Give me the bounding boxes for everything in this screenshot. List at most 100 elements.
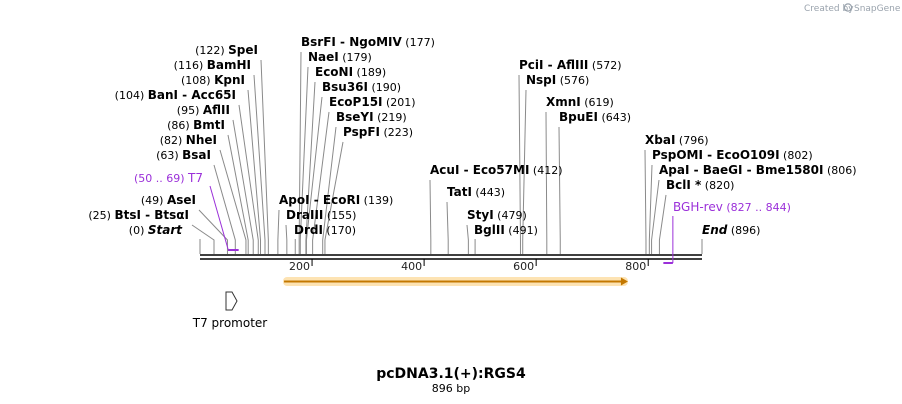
connector-bsrfi-ngomiv — [298, 51, 302, 254]
site-label-pspfi: PspFI (223) — [343, 125, 413, 139]
connector-draiii — [285, 224, 288, 254]
site-label-btsi-bts-i: (25) BtsI - BtsαI — [88, 208, 189, 222]
axis-tick-label-400: 400 — [401, 260, 422, 273]
site-label-draiii: DraIII (155) — [286, 208, 356, 222]
site-label-bseyi: BseYI (219) — [336, 110, 407, 124]
site-name-bsu36i: Bsu36I — [322, 80, 368, 94]
site-name-start: Start — [148, 223, 183, 237]
site-name-bamhi: BamHI — [207, 58, 251, 72]
connector-bmti — [227, 134, 249, 254]
site-label-nhei: (82) NheI — [160, 133, 217, 147]
site-pos-apoi-ecori: (139) — [360, 194, 393, 207]
site-name-pcii-afliii: PciI - AflIII — [519, 58, 588, 72]
site-label-xbai: XbaI (796) — [645, 133, 708, 147]
site-label-bamhi: (116) BamHI — [174, 58, 251, 72]
site-label-bsrfi-ngomiv: BsrFI - NgoMIV (177) — [301, 35, 435, 49]
site-name-naei: NaeI — [308, 50, 339, 64]
site-label-bsu36i: Bsu36I (190) — [322, 80, 401, 94]
axis-tick-label-800: 800 — [625, 260, 646, 273]
site-label-naei: NaeI (179) — [308, 50, 372, 64]
site-pos-pcii-afliii: (572) — [588, 59, 621, 72]
site-pos-xbai: (796) — [675, 134, 708, 147]
site-label-aflii: (95) AflII — [177, 103, 230, 117]
features: RGS4 ORFT7 promoter — [192, 277, 628, 330]
site-name-bsrfi-ngomiv: BsrFI - NgoMIV — [301, 35, 402, 49]
site-pos-xmni: (619) — [581, 96, 614, 109]
site-name-bani-acc65i: BanI - Acc65I — [148, 88, 236, 102]
connector-bamhi — [253, 74, 266, 254]
connector-pcii-afliii — [518, 74, 521, 254]
site-pos-nspi: (576) — [556, 74, 589, 87]
site-name-kpni: KpnI — [214, 73, 245, 87]
site-label-bcli: BclI * (820) — [666, 178, 734, 192]
connector-kpni — [247, 89, 262, 254]
site-name-pspomi-ecoo109i: PspOMI - EcoO109I — [652, 148, 780, 162]
site-pos-styi: (479) — [494, 209, 527, 222]
site-pos-aflii: (95) — [177, 104, 203, 117]
site-pos-tati: (443) — [472, 186, 505, 199]
map-title: pcDNA3.1(+):RGS4 — [376, 366, 526, 382]
feature-arrow-t7-promoter — [225, 291, 238, 311]
site-label-xmni: XmnI (619) — [546, 95, 614, 109]
site-label-bani-acc65i: (104) BanI - Acc65I — [115, 88, 236, 102]
connector-bpuei — [558, 126, 561, 254]
connector-econi — [305, 81, 316, 254]
site-pos-bsrfi-ngomiv: (177) — [402, 36, 435, 49]
connector-ecop15i — [312, 111, 330, 254]
snapgene-logo-icon — [843, 3, 853, 12]
site-connectors — [191, 51, 703, 254]
site-name-bglii: BglII — [474, 223, 505, 237]
site-pos-bamhi: (116) — [174, 59, 207, 72]
site-name-econi: EcoNI — [315, 65, 353, 79]
site-name-styi: StyI — [467, 208, 494, 222]
primers: (50 .. 69) T7 BGH-rev (827 .. 844) — [134, 171, 791, 264]
site-pos-bglii: (491) — [505, 224, 538, 237]
site-pos-naei: (179) — [339, 51, 372, 64]
site-label-apai-baegi-bme1580i: ApaI - BaeGI - Bme1580I (806) — [659, 163, 857, 177]
site-pos-bpuei: (643) — [598, 111, 631, 124]
axis-tick-label-600: 600 — [513, 260, 534, 273]
site-label-acui-eco57mi: AcuI - Eco57MI (412) — [430, 163, 562, 177]
site-label-drdi: DrdI (170) — [294, 223, 356, 237]
site-pos-bseyi: (219) — [374, 111, 407, 124]
site-name-spei: SpeI — [228, 43, 258, 57]
site-pos-bsai: (63) — [156, 149, 182, 162]
connector-naei — [299, 66, 309, 254]
connector-asei — [198, 209, 228, 254]
site-label-bglii: BglII (491) — [474, 223, 538, 237]
site-label-ecop15i: EcoP15I (201) — [329, 95, 416, 109]
connector-bseyi — [322, 126, 337, 254]
credit-brand: SnapGene — [854, 4, 901, 14]
connector-styi — [466, 224, 469, 254]
site-label-nspi: NspI (576) — [526, 73, 589, 87]
connector-apai-baegi-bme1580i — [651, 179, 660, 254]
site-name-apoi-ecori: ApoI - EcoRI — [279, 193, 360, 207]
site-label-pspomi-ecoo109i: PspOMI - EcoO109I (802) — [652, 148, 813, 162]
site-name-ecop15i: EcoP15I — [329, 95, 383, 109]
connector-aflii — [232, 119, 254, 254]
site-label-bmti: (86) BmtI — [167, 118, 225, 132]
primer-name-bgh-rev: BGH-rev — [673, 200, 723, 214]
connector-btsi-bts-i — [191, 224, 215, 254]
connector-bcli — [658, 194, 667, 254]
site-label-styi: StyI (479) — [467, 208, 527, 222]
site-name-xbai: XbaI — [645, 133, 675, 147]
site-label-apoi-ecori: ApoI - EcoRI (139) — [279, 193, 393, 207]
site-name-asei: AseI — [167, 193, 196, 207]
site-pos-bcli: (820) — [701, 179, 734, 192]
site-name-drdi: DrdI — [294, 223, 323, 237]
site-pos-nhei: (82) — [160, 134, 186, 147]
site-pos-econi: (189) — [353, 66, 386, 79]
site-pos-draiii: (155) — [323, 209, 356, 222]
site-label-kpni: (108) KpnI — [181, 73, 245, 87]
site-pos-btsi-bts-i: (25) — [88, 209, 114, 222]
primer-label-t7: (50 .. 69) T7 — [134, 171, 203, 185]
site-pos-drdi: (170) — [323, 224, 356, 237]
site-name-acui-eco57mi: AcuI - Eco57MI — [430, 163, 529, 177]
site-name-apai-baegi-bme1580i: ApaI - BaeGI - Bme1580I — [659, 163, 823, 177]
site-name-bmti: BmtI — [193, 118, 225, 132]
site-pos-spei: (122) — [195, 44, 228, 57]
site-pos-acui-eco57mi: (412) — [529, 164, 562, 177]
connector-bani-acc65i — [238, 104, 259, 254]
